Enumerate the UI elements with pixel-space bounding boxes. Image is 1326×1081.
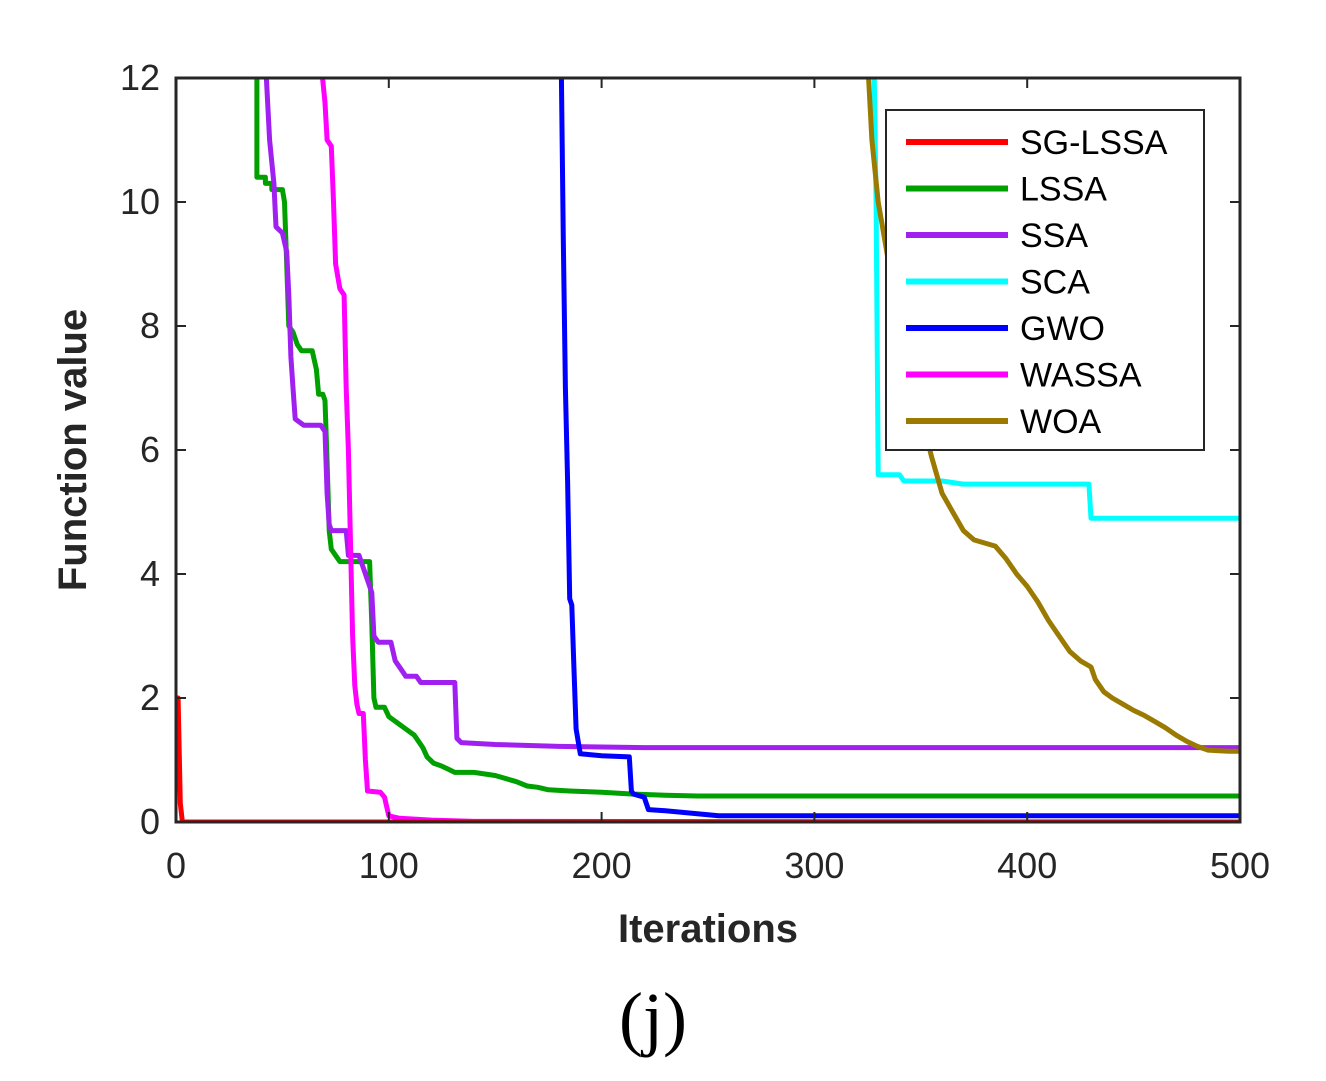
legend-label-gwo: GWO (1020, 310, 1105, 348)
y-axis-title: Function value (51, 309, 95, 591)
y-tick-label: 0 (140, 801, 160, 842)
axes-frame (174, 76, 1242, 824)
x-tick-label: 0 (166, 845, 186, 886)
x-tick-label: 500 (1210, 845, 1270, 886)
x-tick-label: 300 (784, 845, 844, 886)
x-tick-label: 200 (572, 845, 632, 886)
legend-label-sca: SCA (1020, 264, 1090, 302)
series-line-gwo (558, 78, 1240, 819)
y-tick-labels: 0 2 4 6 8 10 12 (120, 57, 160, 842)
figure-caption: (j) (619, 978, 687, 1058)
legend-label-ssa: SSA (1020, 217, 1088, 255)
y-tick-label: 12 (120, 57, 160, 98)
legend-label-sg-lssa: SG-LSSA (1020, 124, 1168, 162)
x-tick-label: 100 (359, 845, 419, 886)
legend-label-lssa: LSSA (1020, 171, 1107, 209)
x-axis-title: Iterations (618, 907, 798, 951)
legend-label-woa: WOA (1020, 403, 1102, 441)
series-line-sca (871, 78, 1240, 521)
y-tick-label: 4 (140, 553, 160, 594)
x-tick-label: 400 (997, 845, 1057, 886)
y-tick-label: 8 (140, 305, 160, 346)
y-tick-label: 6 (140, 429, 160, 470)
series-line-ssa (263, 78, 1240, 751)
legend-items: SG-LSSA LSSA SSA SCA GWO WASSA WOA (906, 124, 1168, 441)
y-tick-label: 10 (120, 181, 160, 222)
y-tick-label: 2 (140, 677, 160, 718)
legend-label-wassa: WASSA (1020, 357, 1142, 395)
legend: SG-LSSA LSSA SSA SCA GWO WASSA WOA (885, 109, 1205, 451)
x-tick-labels: 0 100 200 300 400 500 (166, 845, 1270, 886)
